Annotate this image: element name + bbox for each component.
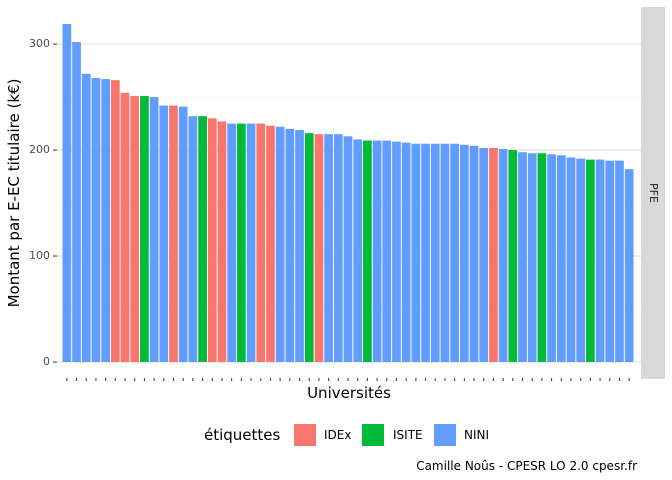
bar-idex [256, 123, 266, 362]
bar-idex [130, 96, 140, 362]
bar-nini [479, 147, 489, 362]
bar-isite [363, 140, 372, 362]
bar-nini [324, 134, 333, 362]
bar-isite [140, 96, 149, 362]
bar-idex [314, 134, 324, 362]
bar-nini [547, 154, 556, 362]
y-tick-label: 0 [43, 355, 50, 368]
legend-label-isite: ISITE [393, 428, 423, 442]
bar-nini [595, 159, 605, 362]
x-axis-title: Universités [307, 384, 391, 402]
bar-idex [217, 121, 227, 363]
bar-isite [198, 116, 207, 362]
legend-label-idex: IDEx [324, 428, 351, 442]
bar-nini [392, 141, 401, 362]
bar-idex [110, 80, 120, 362]
bar-nini [518, 152, 527, 362]
bar-nini [382, 140, 392, 362]
facet-strip [641, 7, 665, 379]
legend-title: étiquettes [204, 426, 281, 444]
bar-nini [62, 24, 72, 362]
bar-idex [169, 105, 178, 362]
y-axis-title: Montant par E-EC titulaire (k€) [5, 79, 23, 308]
facet-label: PFE [647, 183, 660, 203]
bar-nini [615, 160, 624, 362]
bar-nini [295, 129, 304, 362]
bar-nini [353, 139, 363, 362]
bar-isite [304, 133, 314, 362]
bar-nini [401, 142, 411, 362]
bar-nini [527, 153, 537, 362]
bars [62, 24, 634, 363]
bar-isite [236, 123, 246, 362]
bar-nini [285, 128, 295, 362]
bar-nini [421, 143, 430, 362]
y-tick-label: 200 [29, 143, 50, 156]
bar-idex [207, 118, 217, 363]
bar-nini [91, 78, 101, 362]
bar-nini [227, 123, 237, 362]
bar-nini [411, 143, 421, 362]
legend-key-isite [362, 424, 384, 446]
bar-nini [246, 123, 256, 362]
bar-idex [120, 92, 130, 363]
bar-nini [159, 105, 169, 362]
bar-nini [72, 42, 81, 362]
bar-nini [149, 97, 159, 363]
legend: étiquettes IDEx ISITE NINI [204, 424, 489, 446]
y-axis: 0 100 200 300 [29, 37, 57, 368]
bar-nini [81, 73, 91, 362]
bar-nini [430, 143, 440, 362]
bar-nini [566, 157, 576, 362]
bar-nini [188, 116, 198, 362]
bar-nini [333, 134, 343, 362]
legend-key-idex [294, 424, 316, 446]
bar-idex [266, 125, 275, 362]
y-tick-label: 100 [29, 249, 50, 262]
bar-nini [372, 140, 382, 362]
bar-idex [489, 147, 498, 362]
bar-nini [576, 158, 586, 362]
y-tick-label: 300 [29, 37, 50, 50]
legend-key-nini [434, 424, 456, 446]
bar-isite [586, 159, 595, 362]
bar-nini [605, 160, 615, 362]
bar-nini [450, 143, 460, 362]
bar-nini [101, 79, 110, 363]
bar-isite [508, 150, 518, 362]
bar-nini [469, 145, 479, 362]
bar-nini [440, 143, 450, 362]
bar-isite [537, 153, 547, 362]
x-axis-ticks [66, 378, 630, 381]
legend-label-nini: NINI [464, 428, 489, 442]
bar-nini [343, 136, 353, 362]
bar-nini [556, 155, 566, 362]
bar-nini [459, 144, 469, 362]
bar-nini [624, 169, 634, 362]
bar-nini [275, 126, 285, 362]
bar-nini [498, 149, 508, 362]
bar-nini [178, 106, 188, 362]
caption: Camille Noûs - CPESR LO 2.0 cpesr.fr [416, 459, 637, 473]
